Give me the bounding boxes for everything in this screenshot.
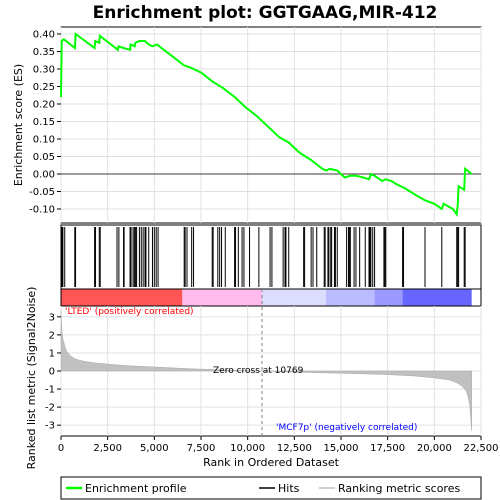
ranking-bar-segment <box>374 289 403 306</box>
es-tick-label: -0.05 <box>29 187 55 198</box>
hits-frame <box>60 224 482 290</box>
ranking-color-bar <box>60 288 482 307</box>
metric-y-axis-title: Ranked list metric (Signal2Noise) <box>25 287 38 470</box>
x-tick-label: 2,500 <box>93 443 122 454</box>
legend-entries: Enrichment profile Hits Ranking metric sco… <box>66 482 460 495</box>
es-tick-label: 0.25 <box>33 82 55 93</box>
es-panel: -0.10 -0.05 0.00 0.05 0.10 0.15 0.20 0.25 0.30 0.… <box>12 26 482 224</box>
es-tick-label: -0.10 <box>29 205 55 216</box>
es-tick-label: 0.05 <box>33 152 55 163</box>
x-tick-label: 22,500 <box>464 443 499 454</box>
legend: Enrichment profile Hits Ranking metric sco… <box>60 476 482 500</box>
ranking-bar-segment <box>402 289 472 306</box>
x-axis-title: Rank in Ordered Dataset <box>203 456 340 469</box>
plot-title: Enrichment plot: GGTGAAG,MIR-412 <box>93 3 438 23</box>
legend-label: Enrichment profile <box>85 482 187 495</box>
es-tick-label: 0.40 <box>33 30 55 41</box>
metric-tick-label: 2 <box>49 330 55 341</box>
ranking-bar-segment <box>262 289 327 306</box>
negative-correlation-label: 'MCF7p' (negatively correlated) <box>276 423 417 433</box>
ranking-bar-segments <box>61 289 472 306</box>
legend-label: Hits <box>278 482 300 495</box>
es-tick-label: 0.20 <box>33 100 55 111</box>
x-tick-label: 10,000 <box>230 443 265 454</box>
x-tick-label: 12,500 <box>277 443 312 454</box>
x-tick-label: 0 <box>58 443 64 454</box>
x-axis-ticks: 0 2,500 5,000 7,500 10,000 12,500 15,000 17,500… <box>58 436 499 454</box>
metric-y-ticks: -3 -2 -1 0 1 2 3 <box>45 312 61 432</box>
es-y-axis-title: Enrichment score (ES) <box>12 64 25 186</box>
zero-cross-label: Zero cross at 10769 <box>213 366 304 376</box>
ranking-bar-segment <box>182 289 263 306</box>
metric-tick-label: -1 <box>45 385 55 396</box>
ranking-bar-segment <box>61 289 183 306</box>
es-tick-label: 0.10 <box>33 135 55 146</box>
x-tick-label: 20,000 <box>417 443 452 454</box>
es-tick-label: 0.00 <box>33 170 55 181</box>
positive-correlation-label: 'LTED' (positively correlated) <box>65 307 194 317</box>
es-tick-label: 0.35 <box>33 47 55 58</box>
es-plot-frame <box>60 26 482 224</box>
es-y-ticks: -0.10 -0.05 0.00 0.05 0.10 0.15 0.20 0.25 0.30 0.… <box>29 30 61 216</box>
x-tick-label: 7,500 <box>187 443 216 454</box>
metric-tick-label: -2 <box>45 403 55 414</box>
metric-tick-label: 3 <box>49 312 55 323</box>
hits-panel <box>60 224 482 290</box>
metric-panel: -3 -2 -1 0 1 2 3 'LTED' (positively correlated… <box>25 287 482 470</box>
x-tick-label: 15,000 <box>324 443 359 454</box>
enrichment-profile-line <box>60 32 473 218</box>
metric-tick-label: -3 <box>45 421 55 432</box>
hit-lines <box>61 227 466 287</box>
es-tick-label: 0.15 <box>33 117 55 128</box>
metric-tick-label: 1 <box>49 348 55 359</box>
es-tick-label: 0.30 <box>33 65 55 76</box>
ranking-bar-segment <box>326 289 375 306</box>
legend-label: Ranking metric scores <box>338 482 460 495</box>
ranking-metric-area <box>60 311 472 431</box>
x-tick-label: 17,500 <box>370 443 405 454</box>
metric-tick-label: 0 <box>49 367 55 378</box>
x-tick-label: 5,000 <box>140 443 169 454</box>
